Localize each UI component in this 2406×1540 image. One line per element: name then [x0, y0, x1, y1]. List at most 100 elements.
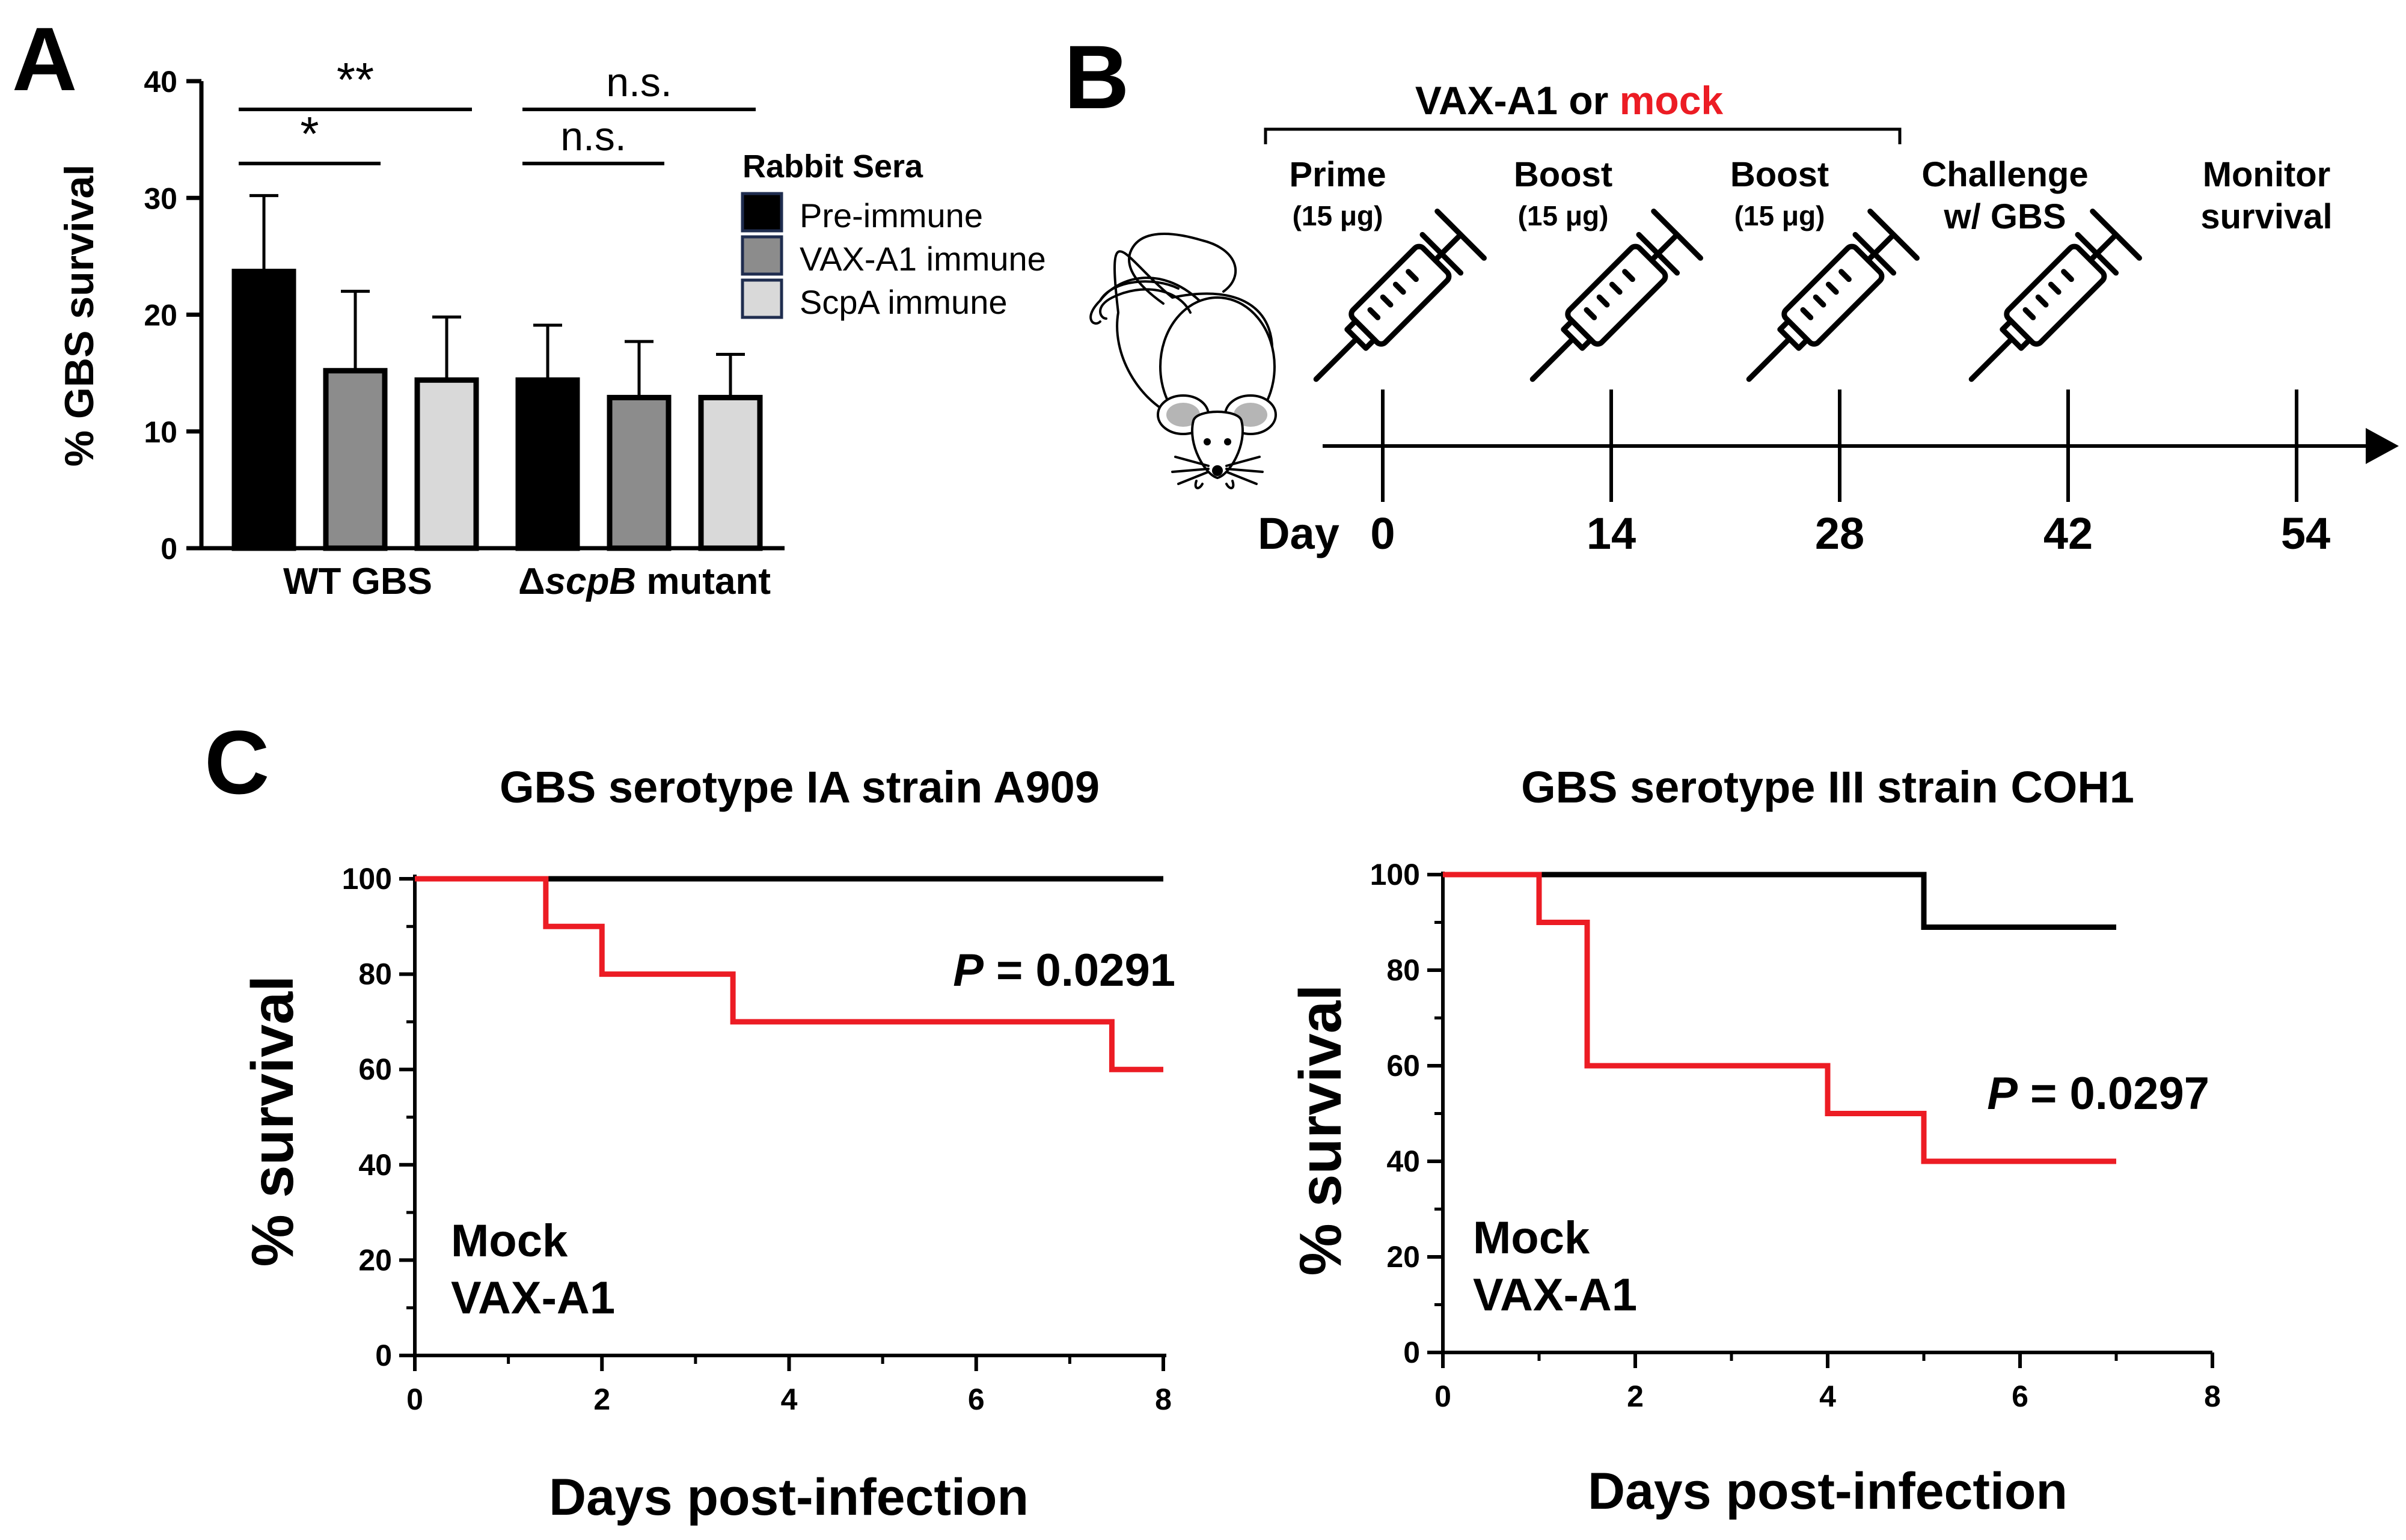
- panel-b-schedule: VAX-A1 or mock: [1089, 78, 2399, 558]
- y-tick-label: 60: [1386, 1049, 1420, 1083]
- syringe-icon: [1968, 209, 2142, 382]
- panel-a-legend: Rabbit Sera Pre-immune VAX-A1 immune Scp…: [741, 148, 1046, 321]
- panel-c-left-xlabel: Days post-infection: [549, 1468, 1029, 1526]
- panel-c-right-xlabel: Days post-infection: [1588, 1462, 2068, 1520]
- panel-c-left-ylabel: % survival: [239, 976, 305, 1267]
- day-value-14: 14: [1587, 509, 1636, 558]
- step-label-challenge-2: w/ GBS: [1943, 197, 2066, 236]
- day-value-54: 54: [2281, 509, 2330, 558]
- bar-scpa-immune: [414, 377, 479, 551]
- y-tick-label: 100: [342, 862, 392, 896]
- panel-c-left-title: GBS serotype IA strain A909: [500, 762, 1100, 812]
- legend-label-pre-immune: Pre-immune: [800, 197, 983, 234]
- panel-c-right-ylabel: % survival: [1287, 985, 1353, 1276]
- x-tick-label: 2: [593, 1383, 610, 1416]
- significance-label: n.s.: [606, 60, 672, 105]
- group-label-wt: WT GBS: [283, 561, 432, 602]
- panel-c-right-legend-vax: VAX-A1: [1473, 1270, 1637, 1321]
- panel-c-right-legend-mock: Mock: [1473, 1212, 1590, 1263]
- legend-item-pre-immune: Pre-immune: [741, 192, 983, 234]
- schedule-step-1: Boost (15 μg): [1514, 155, 1612, 231]
- significance-label: n.s.: [560, 114, 626, 159]
- legend-title: Rabbit Sera: [742, 148, 923, 185]
- step-label-monitor: Monitor: [2203, 155, 2331, 194]
- panel-c-left-ticks: 0 20 40 60 80 100 0 2 4 6 8: [342, 862, 1172, 1416]
- y-tick-label: 0: [161, 532, 177, 566]
- panel-c-right-chart: GBS serotype III strain COH1 02040608010…: [1287, 762, 2221, 1520]
- bar-pre-immune: [231, 269, 296, 551]
- survival-curve-mock: [1443, 872, 2116, 1164]
- schedule-step-2: Boost (15 μg): [1730, 155, 1829, 231]
- y-tick-label: 40: [1386, 1144, 1420, 1178]
- schedule-step-0: Prime (15 μg): [1289, 155, 1386, 231]
- mouse-icon: [1089, 233, 1277, 489]
- day-value-0: 0: [1370, 509, 1395, 558]
- y-tick-label: 0: [375, 1339, 392, 1372]
- step-dose-boost-1: (15 μg): [1518, 200, 1609, 231]
- syringe-icon: [1313, 209, 1487, 382]
- panel-label-c: C: [204, 712, 269, 813]
- panel-c-right-series: [1443, 872, 2116, 1164]
- bar-scpa-immune: [698, 394, 763, 551]
- schedule-step-4: Monitor survival: [2200, 155, 2332, 236]
- legend-item-vax-immune: VAX-A1 immune: [741, 235, 1046, 278]
- x-tick-label: 8: [2204, 1380, 2221, 1413]
- step-label-boost-1: Boost: [1514, 155, 1612, 194]
- schedule-title: VAX-A1 or mock: [1415, 78, 1724, 123]
- survival-curve-vax-a1: [1443, 872, 2116, 930]
- y-tick-label: 20: [1386, 1240, 1420, 1274]
- legend-item-scpa-immune: ScpA immune: [741, 278, 1008, 321]
- day-label: Day: [1258, 509, 1339, 558]
- syringe-icon: [1529, 209, 1703, 382]
- y-tick-label: 30: [144, 182, 177, 215]
- y-tick-label: 100: [1370, 858, 1420, 891]
- panel-label-b: B: [1064, 26, 1129, 127]
- group-label-mutant: ΔscpB mutant: [518, 561, 771, 602]
- y-tick-label: 60: [358, 1053, 392, 1086]
- x-tick-label: 8: [1155, 1383, 1172, 1416]
- panel-c-left-series: [415, 876, 1163, 1072]
- legend-label-vax-immune: VAX-A1 immune: [800, 240, 1046, 278]
- step-label-monitor-2: survival: [2200, 197, 2332, 236]
- schedule-bracket: [1264, 127, 1902, 144]
- panel-c-left-chart: GBS serotype IA strain A909 020406080100…: [239, 762, 1175, 1526]
- x-tick-label: 4: [1819, 1380, 1836, 1413]
- step-dose-prime: (15 μg): [1293, 200, 1383, 231]
- survival-curve-mock: [415, 876, 1163, 1072]
- panel-c-left-legend-vax: VAX-A1: [451, 1273, 615, 1324]
- day-value-28: 28: [1815, 509, 1864, 558]
- panel-c-right-title: GBS serotype III strain COH1: [1521, 762, 2134, 812]
- panel-a-bars: [231, 194, 763, 551]
- x-tick-label: 0: [1434, 1380, 1451, 1413]
- y-tick-label: 0: [1403, 1336, 1420, 1369]
- x-tick-label: 4: [781, 1383, 798, 1416]
- legend-swatch-pre-immune: [741, 192, 783, 233]
- step-label-boost-2: Boost: [1730, 155, 1829, 194]
- significance-label: **: [337, 53, 374, 106]
- panel-c-left-legend-mock: Mock: [451, 1215, 568, 1267]
- panel-c-right-pvalue: P = 0.0297: [1987, 1068, 2209, 1119]
- step-dose-boost-2: (15 μg): [1734, 200, 1825, 231]
- x-tick-label: 6: [2012, 1380, 2028, 1413]
- panel-c-left-pvalue: P = 0.0291: [953, 945, 1175, 996]
- significance-label: *: [300, 107, 319, 160]
- y-tick-label: 10: [144, 415, 177, 449]
- panel-a-ylabel: % GBS survival: [57, 165, 102, 467]
- syringe-group: [1313, 209, 2142, 382]
- panel-label-a: A: [12, 8, 77, 109]
- x-tick-label: 2: [1627, 1380, 1644, 1413]
- y-tick-label: 40: [144, 65, 177, 99]
- x-tick-label: 6: [968, 1383, 985, 1416]
- bar-vax-a1-immune: [607, 394, 672, 551]
- y-tick-label: 20: [144, 299, 177, 332]
- y-tick-label: 80: [1386, 953, 1420, 987]
- panel-a-significance: ***n.s.n.s.: [239, 53, 756, 165]
- panel-a-y-ticks: 0 10 20 30 40: [144, 65, 201, 566]
- legend-swatch-scpa-immune: [741, 278, 783, 319]
- bar-pre-immune: [515, 377, 580, 551]
- day-value-42: 42: [2043, 509, 2093, 558]
- bar-vax-a1-immune: [323, 368, 388, 551]
- syringe-icon: [1746, 209, 1920, 382]
- panel-c-right-ticks: 0 20 40 60 80 100 0 2 4 6 8: [1370, 858, 2221, 1413]
